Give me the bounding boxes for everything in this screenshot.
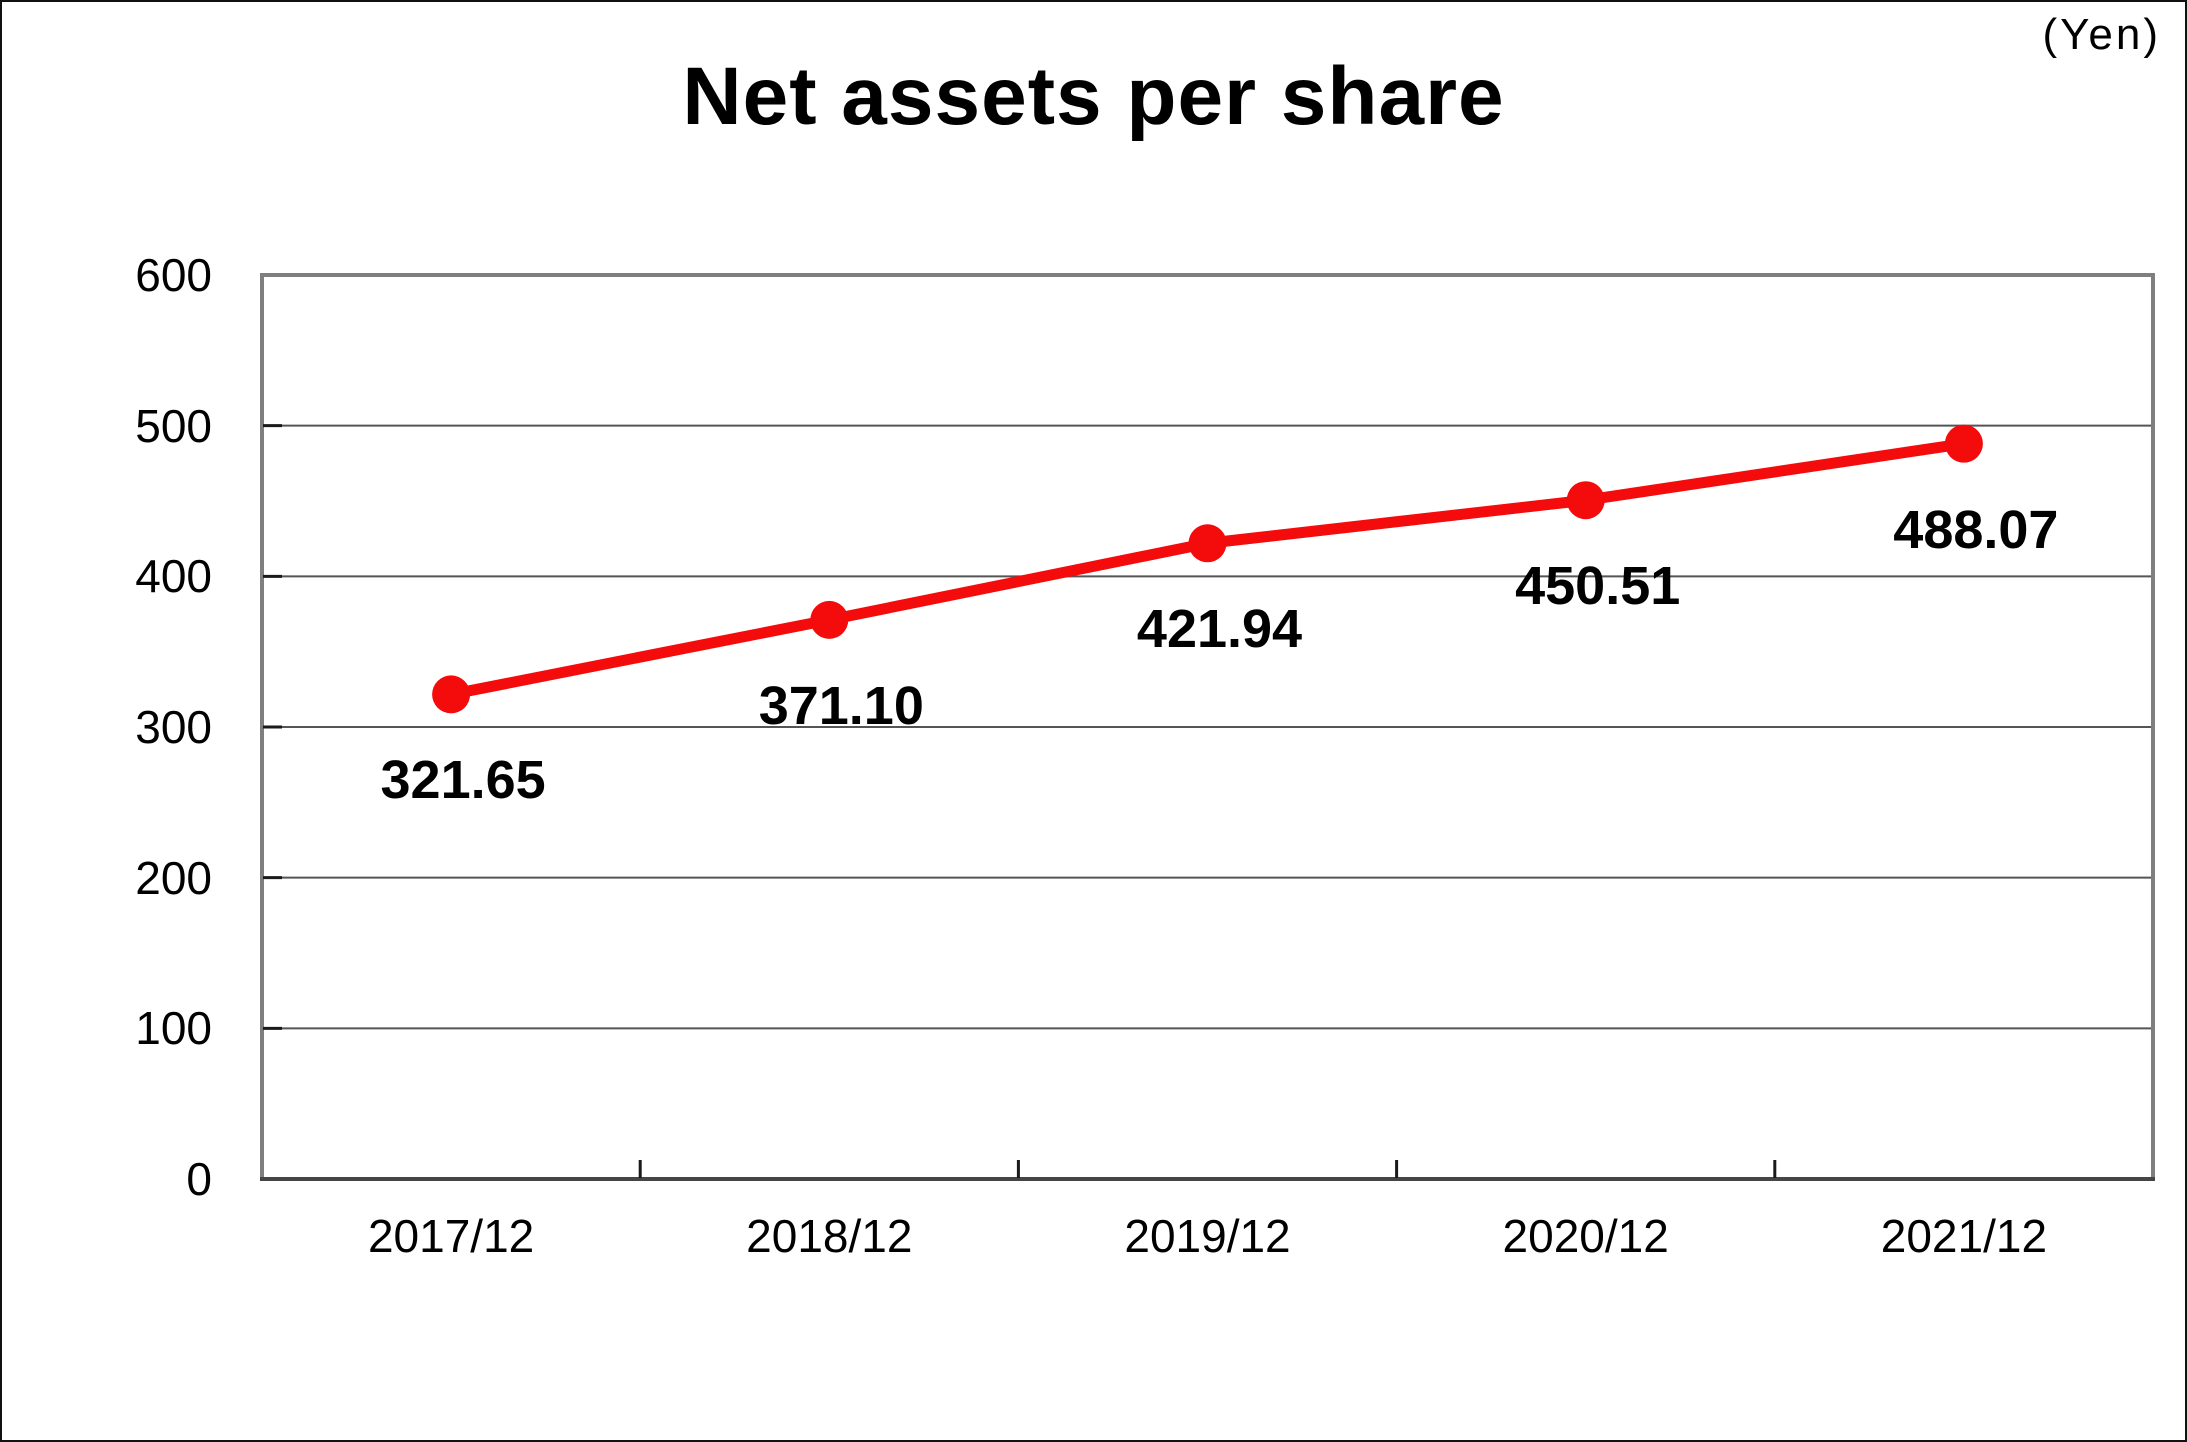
y-tick-label-600: 600 (135, 249, 212, 301)
data-point-2021/12 (1944, 424, 1983, 463)
data-label-2019/12: 421.94 (1136, 599, 1303, 660)
data-point-2017/12 (432, 675, 471, 714)
y-tick-label-500: 500 (135, 399, 212, 452)
data-label-2017/12: 321.65 (380, 750, 546, 811)
data-point-2020/12 (1566, 481, 1605, 520)
x-tick-label-2018/12: 2018/12 (746, 1210, 913, 1262)
data-point-2018/12 (810, 600, 849, 639)
unit-label: (Yen) (2042, 10, 2161, 59)
data-label-2020/12: 450.51 (1515, 556, 1681, 617)
x-tick-label-2017/12: 2017/12 (367, 1210, 535, 1262)
y-tick-label-100: 100 (135, 1002, 212, 1055)
y-tick-label-400: 400 (135, 550, 212, 603)
y-tick-label-300: 300 (135, 701, 212, 753)
data-point-2019/12 (1188, 524, 1227, 563)
chart-title: Net assets per share (682, 51, 1505, 142)
x-tick-label-2020/12: 2020/12 (1502, 1210, 1669, 1262)
y-tick-label-0: 0 (186, 1153, 212, 1205)
x-tick-label-2019/12: 2019/12 (1124, 1210, 1291, 1262)
data-label-2018/12: 371.10 (758, 675, 924, 736)
y-tick-label-200: 200 (135, 851, 212, 904)
x-tick-label-2021/12: 2021/12 (1880, 1210, 2048, 1262)
data-label-2021/12: 488.07 (1893, 499, 2059, 560)
